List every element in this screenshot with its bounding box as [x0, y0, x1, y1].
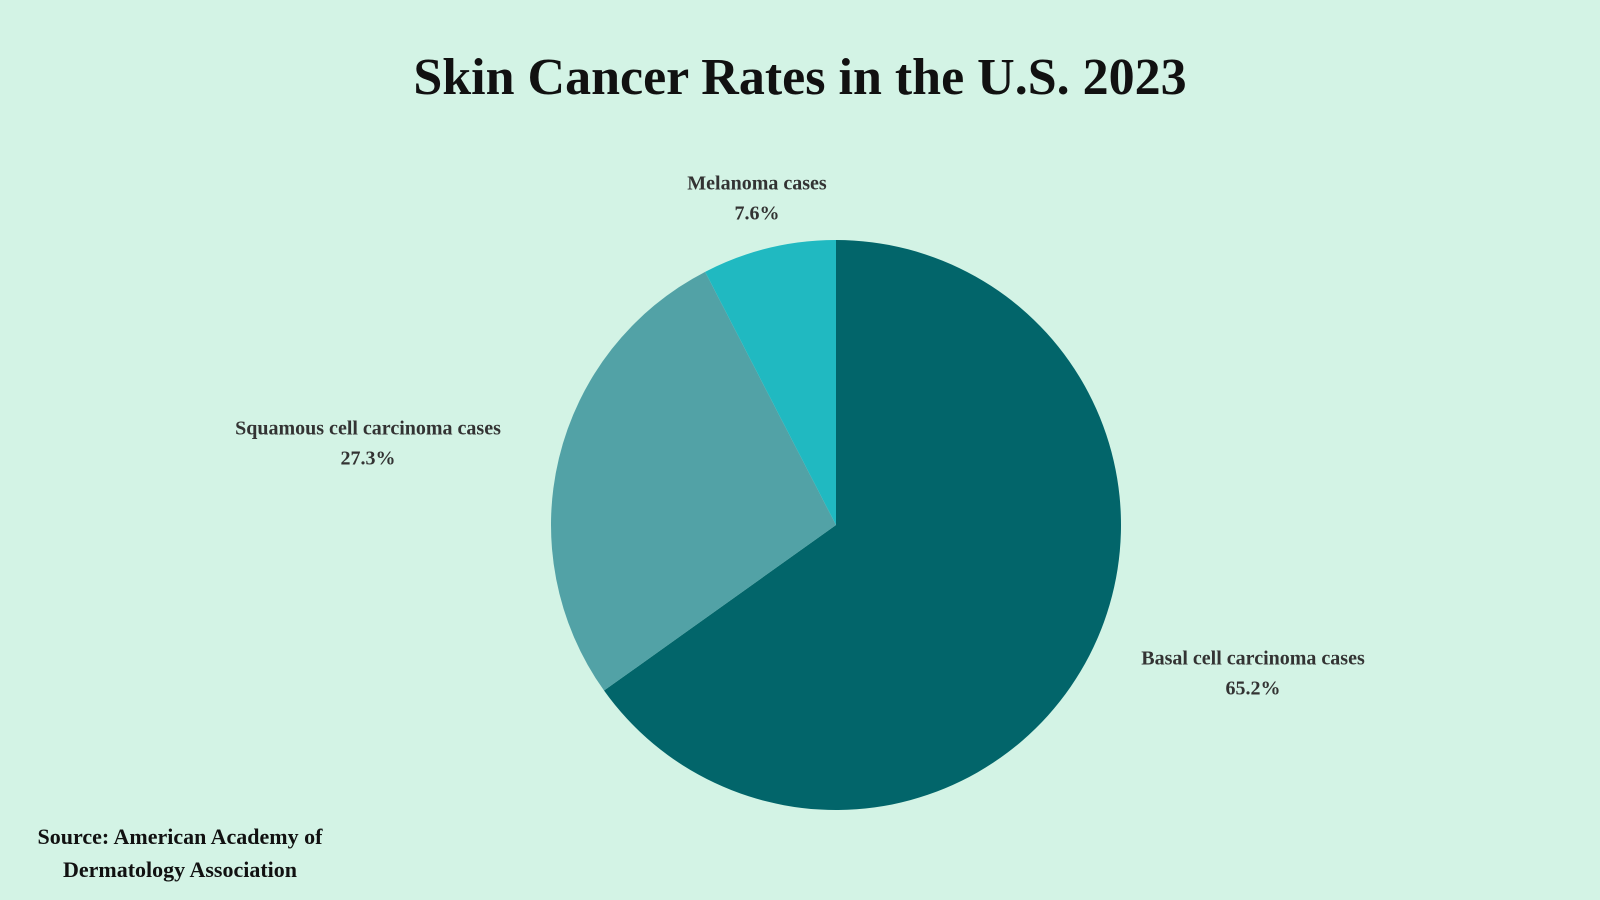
slice-label: Melanoma cases	[687, 173, 827, 195]
value-label: 27.3%	[341, 448, 396, 470]
value-label: 65.2%	[1226, 678, 1281, 700]
pie-slice	[705, 240, 836, 525]
value-label: 7.6%	[735, 203, 780, 225]
pie-slice	[604, 240, 1121, 810]
slice-label: Squamous cell carcinoma cases	[235, 418, 501, 440]
chart-title: Skin Cancer Rates in the U.S. 2023	[413, 49, 1186, 106]
source-note: Source: American Academy of Dermatology …	[37, 824, 323, 882]
slice-label: Basal cell carcinoma cases	[1141, 648, 1365, 670]
pie-slice	[551, 271, 836, 691]
